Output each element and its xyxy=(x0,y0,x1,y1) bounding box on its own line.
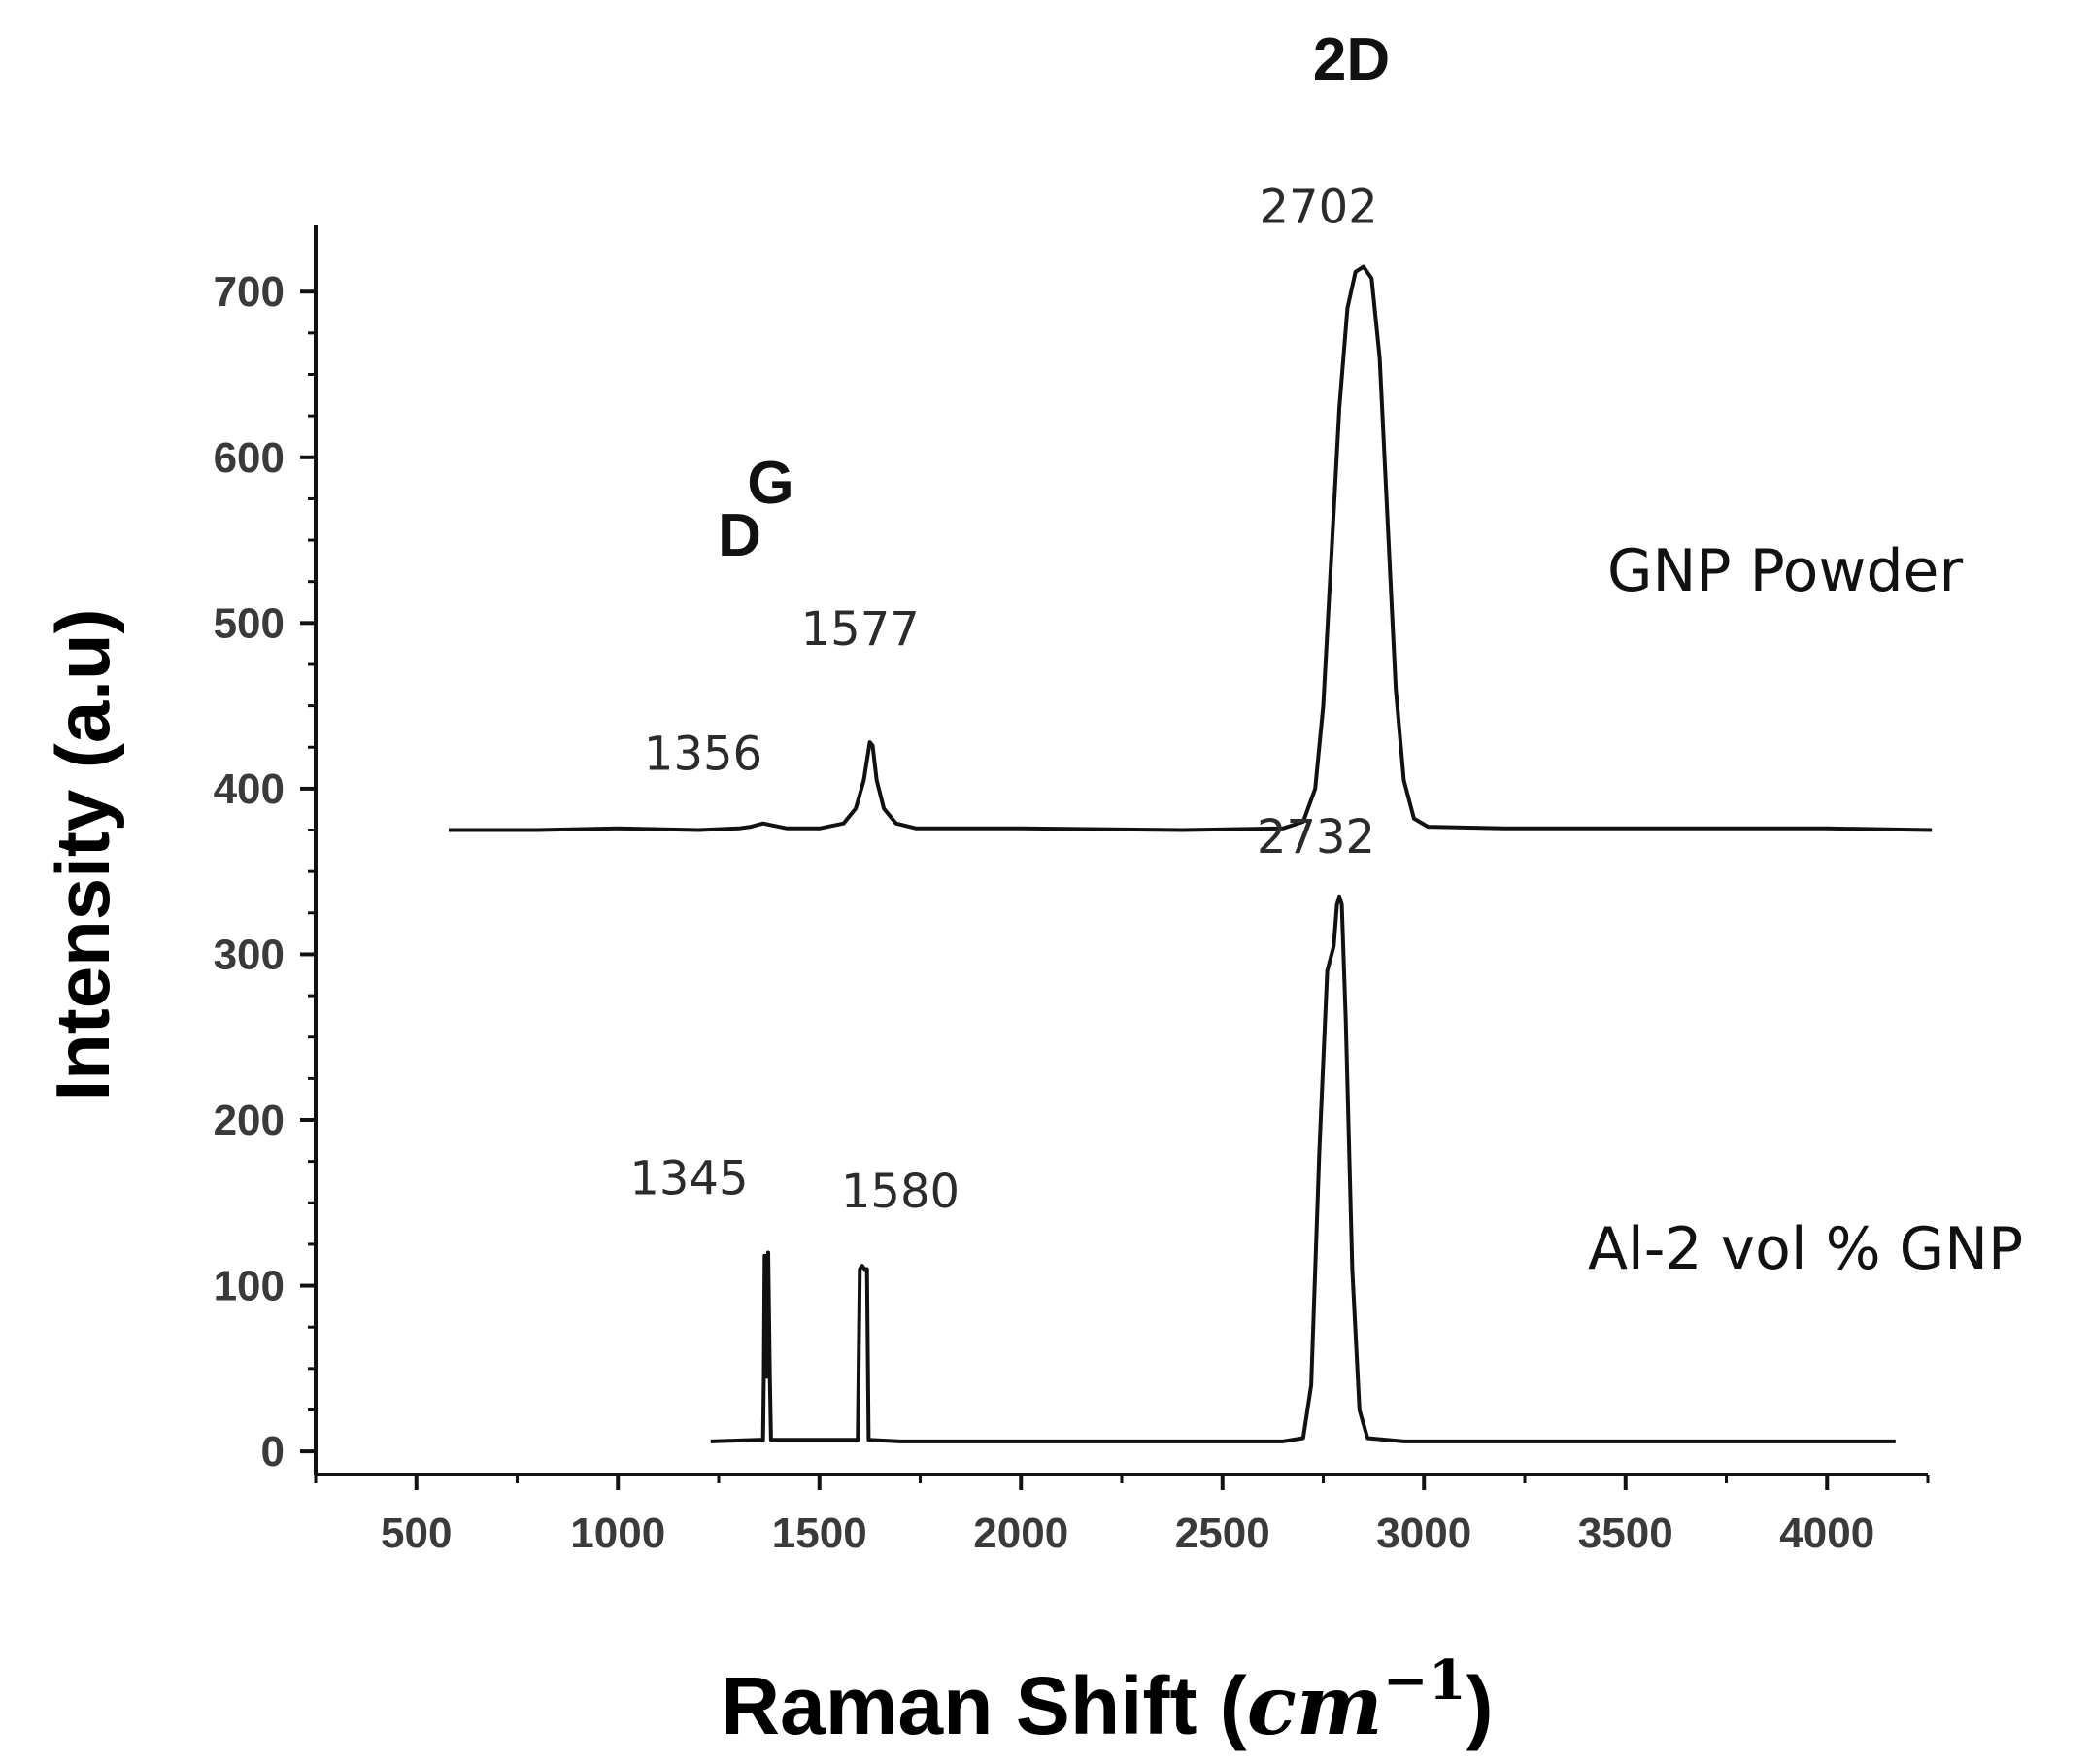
x-tick-label: 3500 xyxy=(1578,1510,1673,1557)
axes xyxy=(314,225,1928,1476)
series-line-al-gnp xyxy=(710,894,1896,1443)
x-tick-label: 1000 xyxy=(570,1510,665,1557)
peak-label: 2732 xyxy=(1257,810,1375,865)
peak-label: 1345 xyxy=(629,1151,748,1205)
x-tick-label: 1500 xyxy=(772,1510,867,1557)
y-tick-label: 700 xyxy=(214,268,285,316)
series-line-gnp-powder xyxy=(449,264,1933,832)
x-axis-title-exp: −1 xyxy=(1383,1648,1466,1713)
x-axis-title-close: ) xyxy=(1466,1660,1494,1751)
y-tick-label: 500 xyxy=(214,599,285,647)
x-tick-label: 2500 xyxy=(1175,1510,1270,1557)
x-tick-label: 500 xyxy=(381,1510,452,1557)
x-axis-title-unit: cm xyxy=(1247,1657,1383,1753)
peak-label: 1580 xyxy=(841,1165,960,1219)
x-tick-label: 3000 xyxy=(1376,1510,1471,1557)
peak-label: 1356 xyxy=(644,728,762,782)
y-axis-title: Intensity (a.u) xyxy=(40,608,125,1101)
band-label-d: D xyxy=(718,502,761,569)
x-ticks: 500 1000 1500 2000 2500 3000 3500 4000 xyxy=(314,1475,1930,1557)
y-tick-label: 0 xyxy=(261,1428,285,1476)
band-labels: DG 2D xyxy=(718,26,1390,569)
y-tick-label: 400 xyxy=(214,765,285,813)
peak-label: 2702 xyxy=(1260,181,1378,235)
peak-labels: 1356 1577 2702 1345 1580 2732 xyxy=(629,181,1377,1219)
series-label-al-gnp: Al-2 vol % GNP xyxy=(1588,1215,2023,1283)
y-tick-label: 600 xyxy=(214,434,285,482)
band-label-g: G xyxy=(747,450,793,517)
series-layer xyxy=(449,264,1933,1443)
x-axis-title-main: Raman Shift ( xyxy=(721,1660,1246,1751)
x-axis-title: Raman Shift (cm−1) xyxy=(721,1648,1493,1753)
y-tick-label: 300 xyxy=(214,931,285,978)
y-tick-label: 100 xyxy=(214,1263,285,1310)
x-tick-label: 2000 xyxy=(973,1510,1068,1557)
y-ticks: 0 100 200 300 400 500 600 700 xyxy=(214,268,316,1476)
peak-label: 1577 xyxy=(801,602,920,657)
series-label-gnp-powder: GNP Powder xyxy=(1607,537,1963,605)
y-tick-label: 200 xyxy=(214,1097,285,1144)
x-tick-label: 4000 xyxy=(1779,1510,1874,1557)
band-label-2d: 2D xyxy=(1313,26,1390,93)
